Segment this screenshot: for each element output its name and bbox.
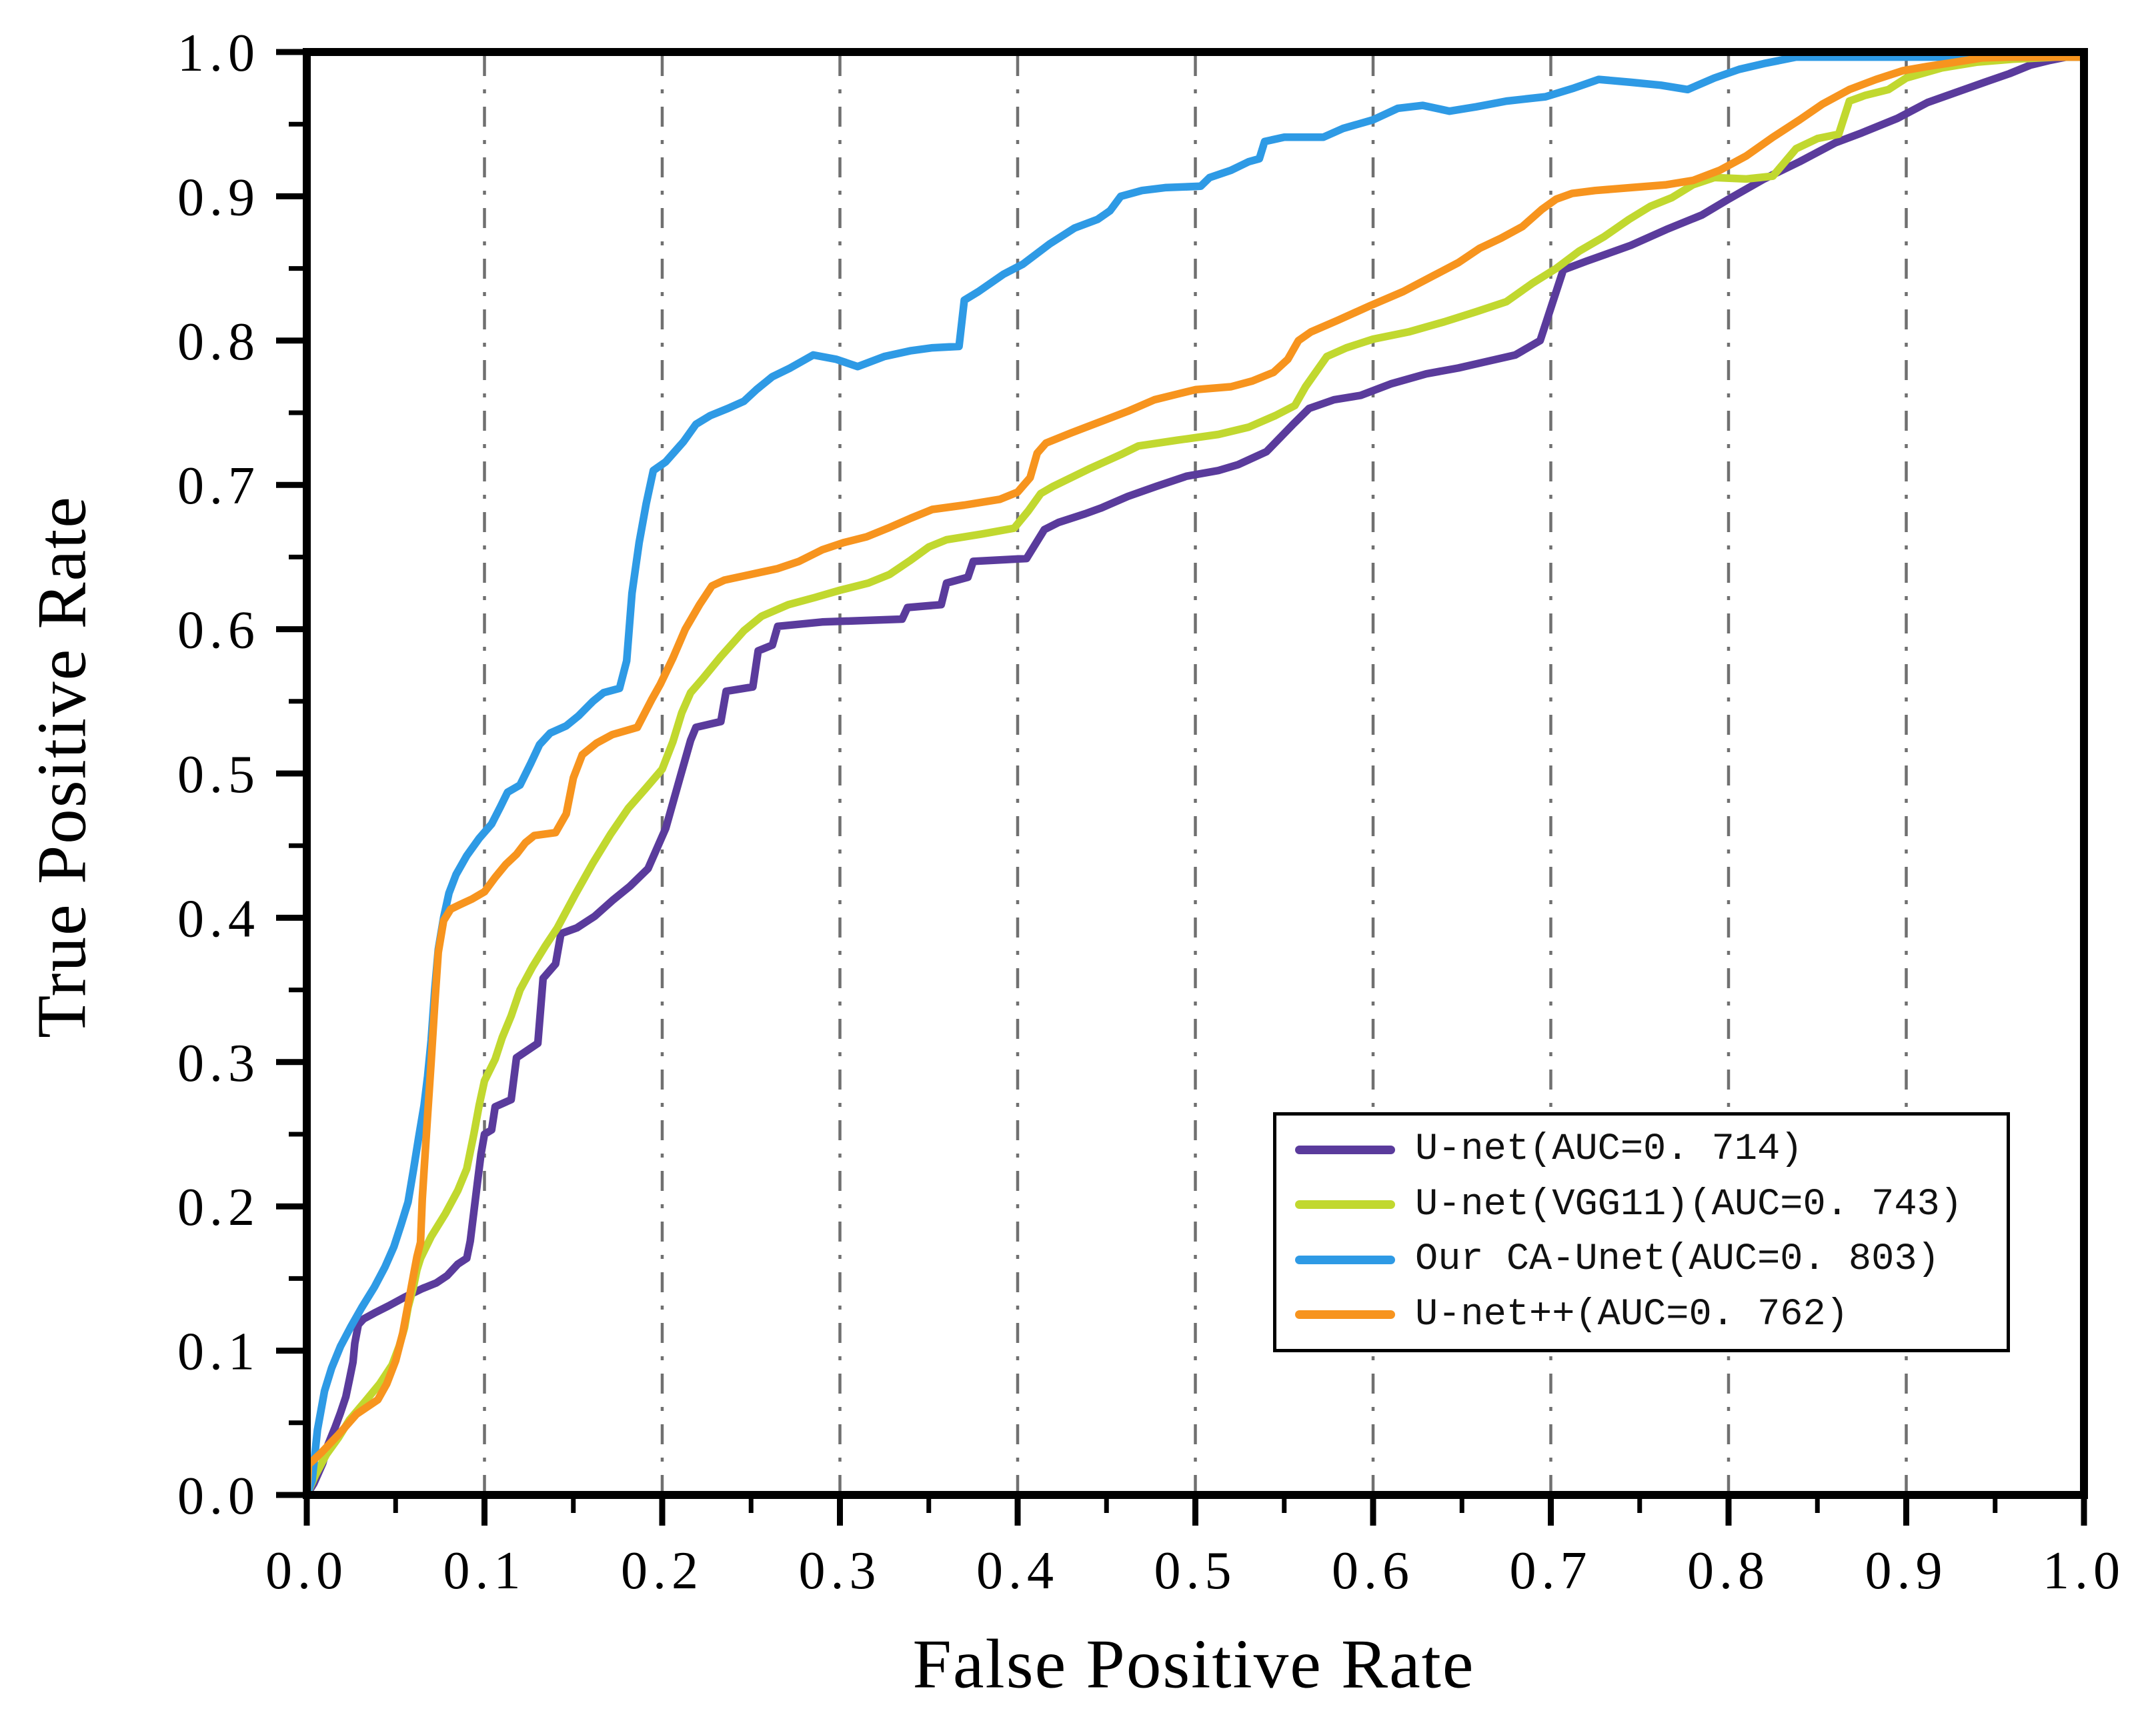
- legend-swatch-unetpp: [1295, 1310, 1395, 1320]
- y-tick-label-0.4: 0.4: [177, 890, 260, 948]
- y-tick-label-0.7: 0.7: [177, 457, 260, 515]
- x-tick-label-0.2: 0.2: [621, 1542, 704, 1600]
- x-tick-label-0.6: 0.6: [1332, 1542, 1414, 1600]
- x-tick-label-0.9: 0.9: [1865, 1542, 1948, 1600]
- y-tick-label-0.3: 0.3: [177, 1034, 260, 1093]
- y-tick-label-0.6: 0.6: [177, 601, 260, 660]
- legend-box: U-net(AUC=0. 714) U-net(VGG11)(AUC=0. 74…: [1273, 1112, 2010, 1352]
- legend-swatch-ca-unet: [1295, 1255, 1395, 1264]
- legend-item-ca-unet: Our CA-Unet(AUC=0. 803): [1276, 1238, 2007, 1281]
- y-tick-label-1.0: 1.0: [177, 24, 260, 83]
- y-tick-label-0.5: 0.5: [177, 745, 260, 804]
- roc-curve-u-net: [303, 53, 2088, 1499]
- x-tick-label-0.1: 0.1: [443, 1542, 526, 1600]
- legend-label-unet-vgg11: U-net(VGG11)(AUC=0. 743): [1415, 1183, 1963, 1226]
- y-tick-label-0.8: 0.8: [177, 313, 260, 371]
- x-tick-label-0.3: 0.3: [799, 1542, 882, 1600]
- x-axis-title: False Positive Rate: [912, 1624, 1475, 1703]
- x-tick-label-0.5: 0.5: [1154, 1542, 1237, 1600]
- legend-label-unetpp: U-net++(AUC=0. 762): [1415, 1293, 1849, 1336]
- y-tick-label-0.1: 0.1: [177, 1323, 260, 1382]
- x-tick-label-0.8: 0.8: [1687, 1542, 1770, 1600]
- x-tick-label-0.7: 0.7: [1510, 1542, 1592, 1600]
- y-tick-label-0.9: 0.9: [177, 168, 260, 227]
- y-axis-title: True Positive Rate: [22, 495, 101, 1038]
- legend-item-unet: U-net(AUC=0. 714): [1276, 1128, 2007, 1171]
- y-tick-label-0.2: 0.2: [177, 1178, 260, 1237]
- legend-item-unet-vgg11: U-net(VGG11)(AUC=0. 743): [1276, 1184, 2007, 1226]
- legend-label-unet: U-net(AUC=0. 714): [1415, 1128, 1803, 1172]
- x-tick-label-1.0: 1.0: [2043, 1542, 2125, 1600]
- y-tick-label-0.0: 0.0: [177, 1467, 260, 1526]
- legend-label-ca-unet: Our CA-Unet(AUC=0. 803): [1415, 1238, 1940, 1282]
- roc-curve-u-net-vgg11-: [303, 53, 2088, 1499]
- x-tick-label-0.0: 0.0: [265, 1542, 348, 1600]
- legend-item-unetpp: U-net++(AUC=0. 762): [1276, 1294, 2007, 1336]
- legend-swatch-unet: [1295, 1145, 1395, 1154]
- legend-swatch-unet-vgg11: [1295, 1200, 1395, 1210]
- roc-curve-u-net-: [303, 53, 2088, 1499]
- x-tick-label-0.4: 0.4: [976, 1542, 1059, 1600]
